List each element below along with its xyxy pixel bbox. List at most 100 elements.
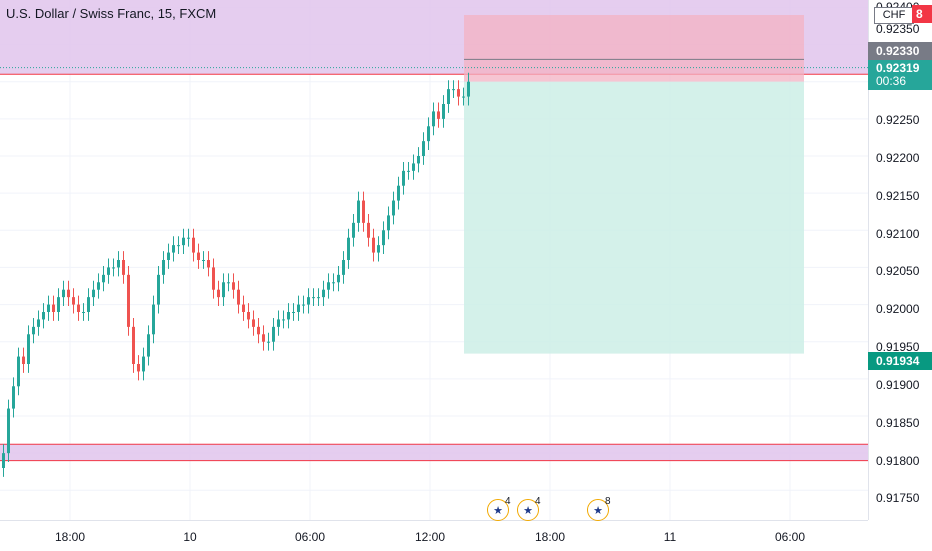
price-label-2: 0.92250 bbox=[876, 113, 920, 127]
price-label-6: 0.92050 bbox=[876, 264, 920, 278]
candle-body bbox=[237, 289, 240, 305]
candle-body bbox=[397, 185, 400, 201]
candle-body bbox=[137, 364, 140, 372]
candle-body bbox=[382, 230, 385, 246]
candle-body bbox=[457, 89, 460, 97]
candle-body bbox=[417, 156, 420, 164]
target-price-tag: 0.91934 bbox=[868, 352, 932, 370]
candle-body bbox=[377, 245, 380, 253]
candle-body bbox=[182, 237, 185, 246]
candle-body bbox=[322, 289, 325, 298]
candle-body bbox=[47, 304, 50, 312]
price-label-10: 0.91850 bbox=[876, 416, 920, 430]
candle-body bbox=[247, 312, 250, 320]
economic-event-marker[interactable]: ★ 4 bbox=[517, 496, 541, 521]
symbol-title[interactable]: U.S. Dollar / Swiss Franc, 15, FXCM bbox=[6, 6, 217, 21]
candle-body bbox=[222, 282, 225, 298]
price-label-7: 0.92000 bbox=[876, 302, 920, 316]
event-count: 4 bbox=[535, 496, 541, 507]
candle-body bbox=[57, 297, 60, 312]
economic-event-marker[interactable]: ★ 4 bbox=[487, 496, 511, 521]
candle-body bbox=[2, 453, 5, 468]
candle-body bbox=[122, 260, 125, 275]
event-count: 4 bbox=[505, 496, 511, 507]
candle-body bbox=[422, 141, 425, 156]
candle-body bbox=[452, 89, 455, 91]
candle-body bbox=[287, 312, 290, 320]
candle-body bbox=[187, 237, 190, 239]
candle-body bbox=[447, 89, 450, 104]
candle-body bbox=[97, 282, 100, 290]
candle-body bbox=[117, 260, 120, 268]
candle-body bbox=[132, 326, 135, 364]
candle-body bbox=[177, 245, 180, 247]
candle-body bbox=[112, 267, 115, 269]
us-flag-icon: ★ bbox=[487, 499, 509, 521]
time-label-5: 11 bbox=[663, 530, 677, 544]
candle-body bbox=[297, 304, 300, 312]
candle-body bbox=[147, 334, 150, 357]
time-label-0: 18:00 bbox=[54, 530, 86, 544]
candle-body bbox=[442, 104, 445, 119]
price-label-9: 0.91900 bbox=[876, 378, 920, 392]
price-label-3: 0.92200 bbox=[876, 151, 920, 165]
candle-body bbox=[7, 408, 10, 454]
candle-body bbox=[267, 341, 270, 343]
candle-body bbox=[347, 237, 350, 260]
candle-body bbox=[217, 289, 220, 298]
candle-body bbox=[82, 312, 85, 313]
candle-body bbox=[372, 237, 375, 253]
candle-body bbox=[302, 304, 305, 306]
us-flag-icon: ★ bbox=[517, 499, 539, 521]
candle-body bbox=[62, 289, 65, 298]
candle-body bbox=[257, 326, 260, 335]
candle-body bbox=[412, 163, 415, 171]
candle-body bbox=[162, 260, 165, 275]
price-label-4: 0.92150 bbox=[876, 189, 920, 203]
price-axis[interactable] bbox=[868, 0, 932, 520]
time-label-4: 18:00 bbox=[534, 530, 566, 544]
candle-body bbox=[362, 200, 365, 223]
candle-body bbox=[332, 282, 335, 284]
candle-body bbox=[467, 81, 470, 97]
candle-body bbox=[242, 304, 245, 312]
candle-body bbox=[392, 200, 395, 216]
time-label-1: 10 bbox=[183, 530, 197, 544]
candle-body bbox=[232, 282, 235, 290]
candle-body bbox=[67, 289, 70, 298]
candle-body bbox=[337, 274, 340, 283]
economic-event-marker[interactable]: ★ 8 bbox=[587, 496, 611, 521]
candle-body bbox=[407, 170, 410, 172]
currency-badge[interactable]: CHF bbox=[874, 7, 914, 24]
candle-body bbox=[432, 111, 435, 127]
price-label-5: 0.92100 bbox=[876, 227, 920, 241]
time-label-3: 12:00 bbox=[414, 530, 446, 544]
price-label-12: 0.91750 bbox=[876, 491, 920, 505]
us-flag-icon: ★ bbox=[587, 499, 609, 521]
candle-body bbox=[342, 260, 345, 275]
candle-body bbox=[127, 274, 130, 327]
take-profit-zone bbox=[464, 81, 804, 354]
candle-body bbox=[317, 297, 320, 299]
candle-body bbox=[167, 252, 170, 260]
red-price-tag: 8 bbox=[912, 5, 932, 23]
price-label-1: 0.92350 bbox=[876, 22, 920, 36]
candle-body bbox=[77, 304, 80, 312]
candle-body bbox=[172, 245, 175, 253]
candle-body bbox=[152, 304, 155, 335]
bar-countdown: 00:36 bbox=[876, 74, 907, 88]
time-label-6: 06:00 bbox=[774, 530, 806, 544]
candle-body bbox=[42, 312, 45, 320]
candle-body bbox=[212, 267, 215, 290]
candle-body bbox=[272, 326, 275, 342]
last-price-value: 0.92319 bbox=[876, 61, 920, 75]
time-axis[interactable] bbox=[0, 520, 868, 551]
support-zone bbox=[0, 444, 868, 461]
candle-body bbox=[102, 274, 105, 283]
candle-body bbox=[387, 215, 390, 231]
candle-body bbox=[142, 356, 145, 372]
candle-body bbox=[252, 319, 255, 327]
candle-body bbox=[327, 282, 330, 290]
candle-body bbox=[52, 304, 55, 312]
